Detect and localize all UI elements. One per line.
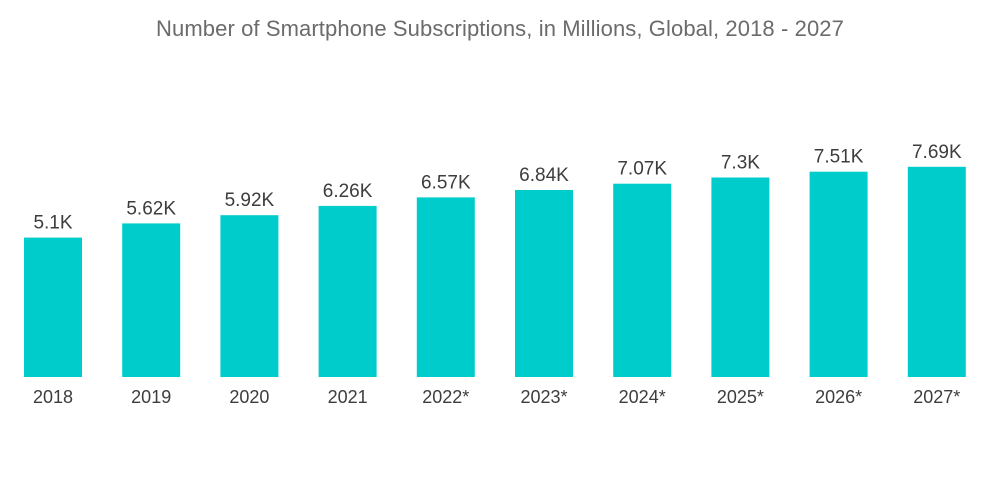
bar-2019 — [122, 223, 181, 377]
value-label-2026-forecast: 7.51K — [814, 147, 864, 168]
bars-group — [24, 166, 966, 377]
bar-2018 — [24, 237, 82, 377]
bar-2020 — [220, 215, 279, 377]
x-tick-label-2023-forecast: 2023* — [520, 387, 567, 407]
x-tick-label-2025-forecast: 2025* — [717, 387, 764, 407]
value-label-2019: 5.62K — [126, 198, 176, 219]
x-tick-label-2019: 2019 — [131, 387, 171, 407]
value-label-2018: 5.1K — [33, 213, 72, 234]
chart-title: Number of Smartphone Subscriptions, in M… — [156, 16, 844, 41]
bar-2023-forecast — [515, 190, 573, 377]
value-label-2025-forecast: 7.3K — [721, 153, 760, 174]
bar-2025-forecast — [711, 177, 770, 377]
value-label-2020: 5.92K — [225, 190, 275, 211]
x-axis-ticks: 2018 2019 2020 2021 2022* 2023* 2024* 2025* 2026… — [33, 387, 960, 407]
bar-2027-forecast — [907, 166, 966, 377]
value-label-2027-forecast: 7.69K — [912, 142, 962, 163]
bar-2022-forecast — [416, 197, 475, 377]
value-label-2022-forecast: 6.57K — [421, 172, 471, 193]
value-label-2021: 6.26K — [323, 181, 373, 202]
x-tick-label-2027-forecast: 2027* — [913, 387, 960, 407]
value-label-2023-forecast: 6.84K — [519, 165, 569, 186]
x-tick-label-2020: 2020 — [229, 387, 269, 407]
value-labels-group: 5.1K 5.62K 5.92K 6.26K 6.57K 6.84K 7.07K 7.3K 7.… — [33, 142, 961, 234]
bar-2024-forecast — [613, 183, 672, 377]
x-tick-label-2021: 2021 — [328, 387, 368, 407]
x-tick-label-2024-forecast: 2024* — [619, 387, 666, 407]
x-tick-label-2018: 2018 — [33, 387, 73, 407]
value-label-2024-forecast: 7.07K — [617, 159, 667, 180]
bar-2021 — [318, 205, 377, 377]
x-tick-label-2022-forecast: 2022* — [422, 387, 469, 407]
bar-2026-forecast — [809, 171, 868, 377]
x-tick-label-2026-forecast: 2026* — [815, 387, 862, 407]
